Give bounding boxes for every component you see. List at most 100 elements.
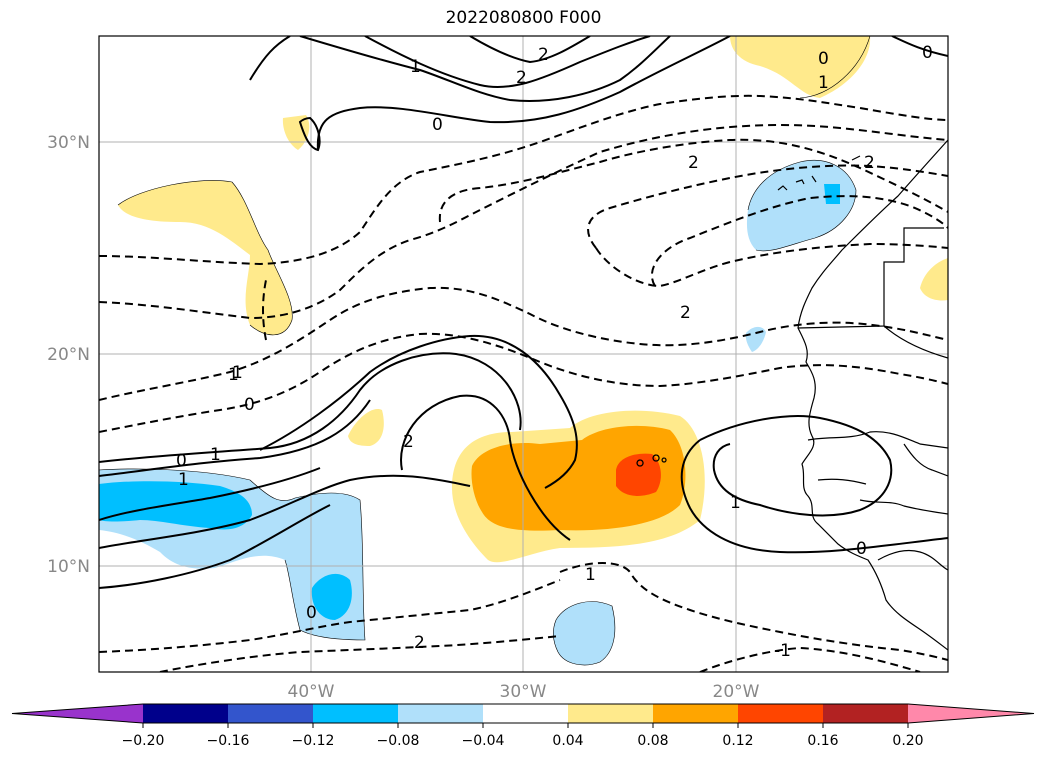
contour-label: 0 <box>306 603 317 623</box>
shade-negative-south <box>553 601 615 665</box>
shade-positive-orange <box>471 425 686 531</box>
border-western-sahara <box>797 227 944 329</box>
contour-label: 1 <box>178 470 189 490</box>
contour-neg-2-left <box>262 279 267 341</box>
africa-coastline <box>797 139 948 651</box>
colorbar-extend-max <box>908 704 1034 723</box>
contour-0-small-loop <box>298 116 321 152</box>
colorbar-tick-label: 0.20 <box>892 733 923 749</box>
contour-neg-1-south <box>559 562 948 661</box>
colorbar-tick-label: −0.12 <box>292 733 335 749</box>
contour-2-north-b <box>469 36 591 64</box>
border-inner <box>903 443 948 477</box>
border-senegal <box>807 431 948 449</box>
contour-neg-2 <box>438 138 948 223</box>
colorbar-segment <box>483 704 568 723</box>
shade-negative-sw-dark <box>311 573 352 620</box>
lon-label: 40°W <box>288 682 335 702</box>
contour-label: 1 <box>228 365 239 385</box>
canary-islands <box>777 155 861 191</box>
colorbar-segment <box>568 704 653 723</box>
coastlines <box>636 139 948 651</box>
dashed-contours <box>99 94 948 672</box>
contour-neg-1 <box>99 94 948 266</box>
shade-negative-ne-dark <box>824 184 840 204</box>
colorbar-tick-label: −0.20 <box>122 733 165 749</box>
border-mali <box>883 325 948 359</box>
shade-yellow-nw <box>118 180 293 335</box>
contour-neg-1b <box>99 124 948 320</box>
map-frame <box>98 35 949 673</box>
lat-label: 20°N <box>47 345 90 365</box>
map-title: 2022080800 F000 <box>445 8 602 28</box>
contour-label: 1 <box>232 363 243 383</box>
border-sierra <box>877 549 948 571</box>
lat-labels: 30°N 20°N 10°N <box>47 133 90 577</box>
contour-label: 2 <box>680 303 691 323</box>
contour-neg-2b <box>650 195 948 287</box>
contour-0-east <box>680 439 948 554</box>
contour-0-north <box>316 36 731 151</box>
colorbar-tick-label: 0.08 <box>637 733 668 749</box>
contour-0-center <box>99 399 371 477</box>
contour-2-loop-outer <box>259 334 578 489</box>
contour-label: 1 <box>730 493 741 513</box>
colorbar-tick-label: 0.16 <box>807 733 838 749</box>
lat-label: 10°N <box>47 557 90 577</box>
contour-0-lower <box>99 474 471 549</box>
contour-label: 0 <box>244 395 255 415</box>
shading-layer <box>99 36 948 665</box>
colorbar: −0.20 −0.16 −0.12 −0.08 −0.04 0.04 0.08 0.12 0.1… <box>11 703 1035 749</box>
colorbar-tick-label: 0.12 <box>722 733 753 749</box>
contour-neg-1c <box>99 286 948 401</box>
contour-label: 0 <box>922 43 933 63</box>
shade-yellow-east <box>920 258 948 301</box>
contour-label: 2 <box>516 68 527 88</box>
lon-label: 20°W <box>713 682 760 702</box>
contour-neg-1-se <box>699 646 921 672</box>
contour-label: 2 <box>403 432 414 452</box>
contour-label: 2 <box>538 45 549 65</box>
contour-label: 0 <box>818 49 829 69</box>
colorbar-segment <box>228 704 313 723</box>
contour-label: 1 <box>818 73 829 93</box>
lon-label: 30°W <box>500 682 547 702</box>
contour-0-dashed <box>99 332 948 433</box>
contour-label: 2 <box>688 153 699 173</box>
colorbar-segment <box>653 704 738 723</box>
contour-label: 1 <box>585 565 596 585</box>
colorbar-segment <box>823 704 908 723</box>
colorbar-tick-label: −0.16 <box>207 733 250 749</box>
colorbar-segment <box>313 704 398 723</box>
colorbar-segment <box>738 704 823 723</box>
colorbar-tick-label: 0.04 <box>552 733 583 749</box>
contour-label: 0 <box>432 115 443 135</box>
shade-positive-red <box>616 453 661 496</box>
shade-negative-ne <box>746 160 856 251</box>
contour-neg-2d <box>595 242 948 288</box>
contour-2-loop <box>400 394 571 541</box>
colorbar-segment <box>398 704 483 723</box>
shade-negative-small <box>745 326 766 352</box>
contour-neg-2-south <box>99 579 561 653</box>
contour-lines <box>99 36 948 672</box>
contour-2-north <box>364 36 651 89</box>
contour-0-ne <box>891 36 948 57</box>
contour-1-center <box>99 352 522 463</box>
contour-1-north <box>249 36 671 102</box>
colorbar-extend-min <box>12 704 143 723</box>
border-guinea <box>817 478 948 515</box>
contour-neg-2-southb <box>159 635 561 672</box>
contour-1-lower <box>99 504 331 589</box>
contour-label: -1 <box>774 641 791 661</box>
lat-label: 30°N <box>47 133 90 153</box>
graticule <box>99 36 948 672</box>
contour-label-group: 2 2 1 0 2 2 1 0 0 1 2 0 1 1 0 -1 2 1 0 0… <box>176 43 933 661</box>
cape-verde <box>636 454 667 467</box>
colorbar-tick-label: −0.08 <box>377 733 420 749</box>
contour-label: 1 <box>210 445 221 465</box>
shade-negative-west-dark <box>99 481 252 530</box>
shade-yellow-small-2 <box>348 409 384 446</box>
contour-1-east <box>699 415 893 517</box>
